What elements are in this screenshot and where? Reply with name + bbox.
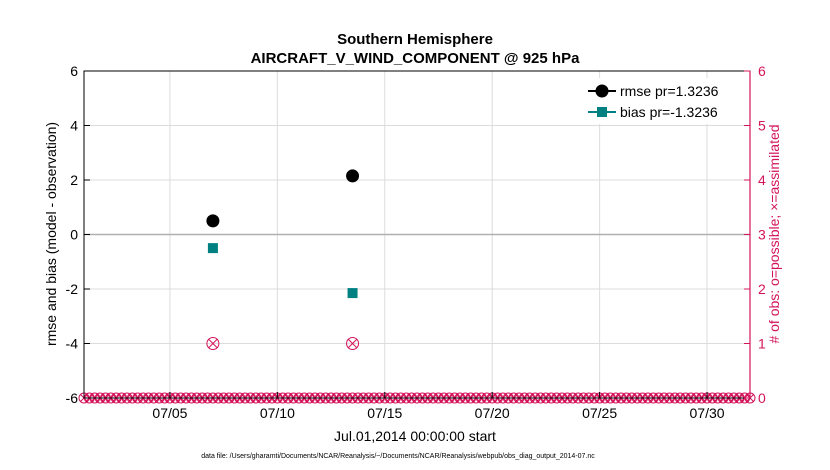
rmse-point-0 (206, 214, 220, 228)
right-y-tick-label-4: 4 (758, 172, 766, 188)
left-y-tick-label-1: -4 (66, 336, 79, 352)
x-axis-label: Jul.01,2014 00:00:00 start (334, 428, 496, 444)
x-tick-label-4: 07/25 (582, 405, 617, 421)
chart-subtitle: AIRCRAFT_V_WIND_COMPONENT @ 925 hPa (251, 50, 581, 67)
left-y-tick-label-0: -6 (66, 390, 79, 406)
bias-point-1 (347, 288, 358, 299)
right-y-axis-label: # of obs: o=possible; ×=assimilated (766, 124, 782, 343)
legend-background (583, 78, 747, 124)
obs-count-point-2-0 (206, 337, 220, 350)
obs-count-point-2-0-cross-b (208, 338, 218, 349)
legend-bias-marker (597, 107, 607, 117)
left-y-tick-label-2: -2 (66, 281, 79, 297)
right-y-tick-label-5: 5 (758, 118, 766, 134)
x-tick-label-3: 07/20 (475, 405, 510, 421)
x-tick-label-0: 07/05 (152, 405, 187, 421)
rmse-point-1 (346, 169, 360, 183)
left-y-tick-label-3: 0 (70, 227, 78, 243)
legend: rmse pr=1.3236 bias pr=-1.3236 (583, 78, 747, 124)
data-series (206, 169, 360, 350)
chart-title: Southern Hemisphere (337, 31, 493, 48)
obs-count-point-2-1 (346, 337, 360, 350)
bias-point-0 (207, 243, 218, 254)
obs-count-point-2-1-cross-b (347, 338, 358, 349)
left-y-axis-label: rmse and bias (model - observation) (43, 122, 59, 346)
legend-rmse-label: rmse pr=1.3236 (620, 83, 719, 99)
obs-count-point-2-0-ring (206, 337, 220, 350)
legend-bias-label: bias pr=-1.3236 (620, 104, 718, 120)
x-tick-label-5: 07/30 (690, 405, 725, 421)
right-y-tick-label-0: 0 (758, 390, 766, 406)
left-y-tick-label-6: 6 (70, 63, 78, 79)
left-y-tick-label-4: 2 (70, 172, 78, 188)
right-y-tick-label-6: 6 (758, 63, 766, 79)
right-y-tick-label-3: 3 (758, 227, 766, 243)
x-tick-label-1: 07/10 (260, 405, 295, 421)
right-y-tick-label-2: 2 (758, 281, 766, 297)
left-y-tick-label-5: 4 (70, 118, 78, 134)
obs-count-point-2-1-ring (346, 337, 360, 350)
right-y-tick-label-1: 1 (758, 336, 766, 352)
x-tick-label-2: 07/15 (367, 405, 402, 421)
axis-ticks: 07/05 07/10 07/15 07/20 07/25 07/30 -6 -4 -2 0 2 4 6… (66, 63, 766, 421)
data-file-footer: data file: /Users/gharamti/Documents/NCA… (201, 453, 595, 460)
legend-rmse-marker (595, 84, 609, 98)
